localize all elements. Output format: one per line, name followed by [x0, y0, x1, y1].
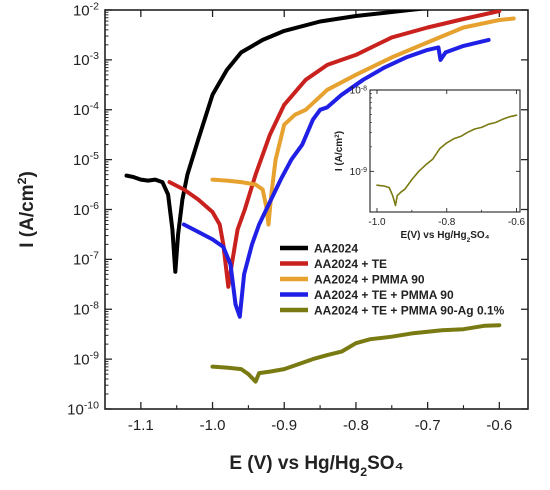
main-series-line-0	[124, 10, 428, 274]
main-y-tick-label: 10-9	[73, 349, 99, 368]
main-x-tick-label: -0.8	[343, 417, 369, 434]
inset-x-tick-label: -0.8	[438, 217, 456, 228]
inset-plot-frame	[369, 89, 521, 213]
legend-label-2: AA2024 + PMMA 90	[314, 273, 425, 287]
main-x-axis-label: E (V) vs Hg/Hg2SO₄	[229, 453, 403, 479]
legend-label-1: AA2024 + TE	[314, 257, 387, 271]
main-y-tick-label: 10-10	[67, 399, 99, 418]
inset-x-tick-label: -0.6	[508, 217, 526, 228]
inset-chart: -1.0 -0.8 -0.6 10-9 10-8 E(V) vs Hg/Hg2SO₄ I (…	[334, 85, 526, 244]
main-y-tick-label: 10-6	[73, 200, 99, 219]
main-y-tick-label: 10-8	[73, 300, 99, 319]
legend-label-4: AA2024 + TE + PMMA 90-Ag 0.1%	[314, 304, 505, 318]
main-x-tick-label: -1.1	[128, 417, 154, 434]
main-x-tick-label: -1.0	[200, 417, 226, 434]
main-y-tick-label: 10-7	[73, 250, 99, 269]
main-chart: -1.1 -1.0 -0.9 -0.8 -0.7 -0.6 10-10 10-9 10-8 10-…	[15, 0, 529, 479]
inset-x-tick-label: -1.0	[368, 217, 386, 228]
legend-label-3: AA2024 + TE + PMMA 90	[314, 288, 454, 302]
main-y-tick-label: 10-3	[73, 50, 99, 69]
inset-x-axis-label: E(V) vs Hg/Hg2SO₄	[401, 230, 490, 244]
main-y-axis-label: I (A/cm2)	[15, 171, 38, 248]
main-y-tick-label: 10-2	[73, 0, 99, 19]
main-y-tick-label: 10-4	[73, 100, 99, 119]
inset-y-axis-label: I (A/cm2)	[334, 131, 346, 171]
inset-y-tick-label: 10-9	[350, 166, 367, 178]
main-series-line-4	[210, 323, 502, 384]
main-series-line-1	[167, 10, 502, 289]
main-x-tick-label: -0.6	[486, 417, 512, 434]
inset-series-line-0	[376, 114, 518, 207]
main-series-line-3	[181, 37, 491, 319]
legend-label-0: AA2024	[314, 242, 358, 256]
main-x-tick-label: -0.9	[271, 417, 297, 434]
main-series-line-2	[210, 16, 516, 227]
inset-y-tick-label: 10-8	[350, 85, 367, 97]
main-y-tick-label: 10-5	[73, 150, 99, 169]
main-x-tick-label: -0.7	[415, 417, 441, 434]
